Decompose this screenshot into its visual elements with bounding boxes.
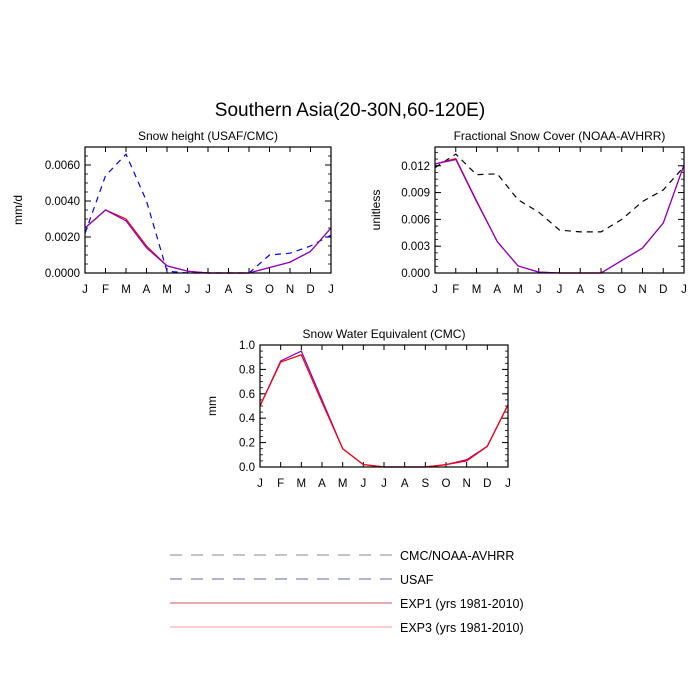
x-tick-label: J <box>681 284 687 296</box>
x-tick-label: O <box>265 284 274 296</box>
y-tick-label: 0.8 <box>239 364 255 376</box>
y-tick-label: 0.009 <box>401 188 430 200</box>
x-tick-label: A <box>225 284 233 296</box>
x-tick-label: D <box>659 284 667 296</box>
y-tick-label: 0.003 <box>401 241 430 253</box>
x-tick-label: A <box>143 284 151 296</box>
y-tick-label: 0.6 <box>239 389 255 401</box>
x-tick-label: S <box>597 284 605 296</box>
x-tick-label: N <box>286 284 294 296</box>
x-tick-label: F <box>102 284 109 296</box>
plot-frame <box>84 146 332 274</box>
panel-title: Snow Water Equivalent (CMC) <box>303 327 466 341</box>
chart-panel-1: Snow height (USAF/CMC)mm/dJ F M A M J J A S O N D J0… <box>11 129 334 296</box>
y-tick-label: 0.2 <box>239 438 255 450</box>
legend-label: USAF <box>400 573 434 587</box>
y-tick-label: 0.0060 <box>45 160 80 172</box>
legend-label: EXP3 (yrs 1981-2010) <box>400 621 524 635</box>
y-axis-label: mm <box>205 396 219 416</box>
y-tick-label: 0.000 <box>401 268 430 280</box>
x-tick-label: S <box>421 478 429 490</box>
legend: CMC/NOAA-AVHRR USAF EXP1 (yrs 1981-2010) EX… <box>170 549 524 635</box>
x-tick-label: J <box>536 284 542 296</box>
x-tick-label: F <box>452 284 459 296</box>
x-tick-label: J <box>205 284 211 296</box>
y-tick-label: 0.0 <box>239 462 255 474</box>
x-tick-label: F <box>277 478 284 490</box>
legend-label: CMC/NOAA-AVHRR <box>400 549 514 563</box>
series-line-exp3 <box>84 209 332 274</box>
series-line-cmc <box>434 153 685 233</box>
x-tick-label: D <box>483 478 491 490</box>
y-axis-label: mm/d <box>11 195 25 225</box>
y-tick-label: 0.0040 <box>45 196 80 208</box>
x-tick-label: D <box>306 284 314 296</box>
x-tick-label: J <box>328 284 334 296</box>
x-tick-label: J <box>381 478 387 490</box>
x-tick-label: J <box>257 478 263 490</box>
series-line-exp3 <box>434 158 685 274</box>
x-tick-label: M <box>472 284 482 296</box>
x-tick-label: M <box>297 478 307 490</box>
x-tick-label: J <box>557 284 563 296</box>
x-tick-label: J <box>432 284 438 296</box>
x-tick-label: O <box>617 284 626 296</box>
series-line-exp1 <box>259 354 509 468</box>
x-tick-label: J <box>505 478 511 490</box>
x-tick-label: N <box>638 284 646 296</box>
y-tick-label: 0.012 <box>401 161 430 173</box>
x-tick-label: J <box>185 284 191 296</box>
series-line-exp1 <box>434 157 685 274</box>
x-tick-label: S <box>245 284 253 296</box>
x-tick-label: M <box>162 284 172 296</box>
x-tick-label: A <box>576 284 584 296</box>
x-tick-label: J <box>82 284 88 296</box>
panel-title: Snow height (USAF/CMC) <box>138 129 278 143</box>
x-tick-label: M <box>513 284 523 296</box>
x-tick-label: J <box>360 478 366 490</box>
series-line-usaf <box>84 153 332 274</box>
x-tick-label: A <box>493 284 501 296</box>
x-tick-label: M <box>121 284 131 296</box>
x-tick-label: N <box>463 478 471 490</box>
y-tick-label: 0.0000 <box>45 268 80 280</box>
x-tick-label: M <box>338 478 348 490</box>
chart-panel-2: Fractional Snow Cover (NOAA-AVHRR) unitle… <box>369 129 687 296</box>
y-tick-label: 0.006 <box>401 214 430 226</box>
x-tick-label: O <box>442 478 451 490</box>
panel-title: Fractional Snow Cover (NOAA-AVHRR) <box>454 129 666 143</box>
y-axis-label: unitless <box>369 190 383 231</box>
chart-panel-3: Snow Water Equivalent (CMC)mmJ F M A M J J A S O N… <box>205 327 511 490</box>
plot-frame <box>434 146 685 274</box>
x-tick-label: A <box>401 478 409 490</box>
y-tick-label: 0.4 <box>239 413 256 425</box>
legend-label: EXP1 (yrs 1981-2010) <box>400 597 524 611</box>
y-tick-label: 1.0 <box>239 340 255 352</box>
y-tick-label: 0.0020 <box>45 232 80 244</box>
series-line-exp1 <box>84 209 332 274</box>
series-line-exp3 <box>259 350 509 468</box>
figure-title: Southern Asia(20-30N,60-120E) <box>215 100 485 121</box>
plot-frame <box>259 344 509 468</box>
x-tick-label: A <box>318 478 326 490</box>
